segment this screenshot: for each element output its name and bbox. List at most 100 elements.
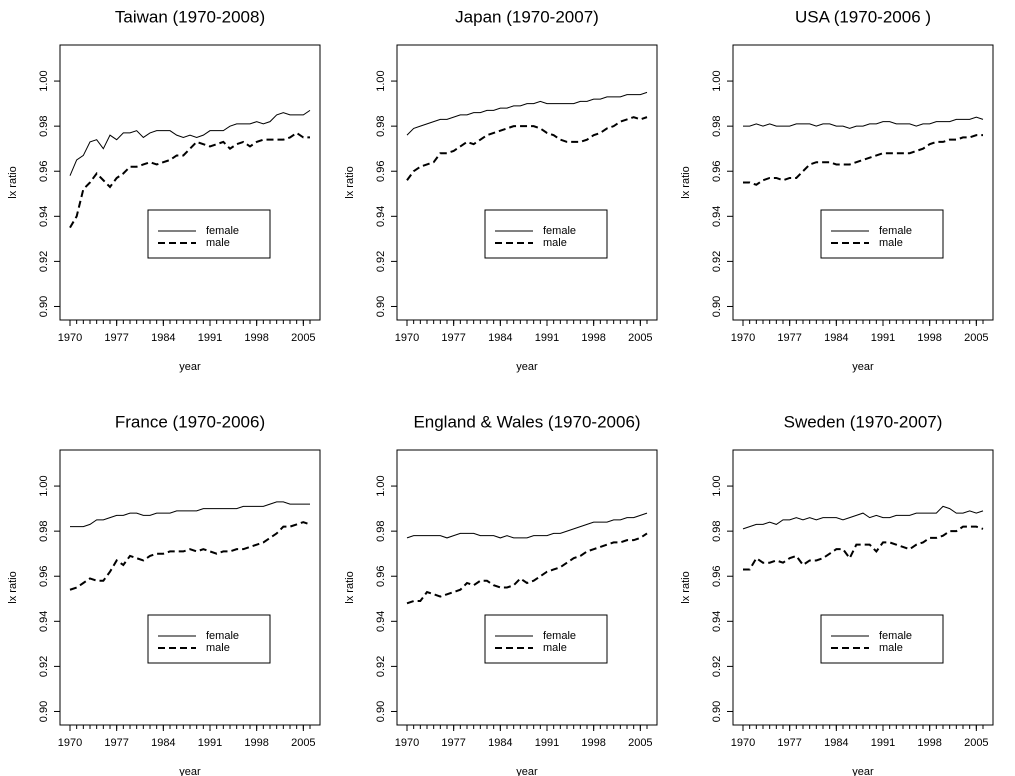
plot-frame (732, 44, 994, 321)
series-line (743, 525, 984, 571)
y-tick-label: 0.92 (375, 251, 387, 272)
series-line (69, 131, 310, 229)
y-tick-label: 0.98 (711, 520, 723, 541)
legend-box (484, 209, 608, 259)
y-tick-label: 0.90 (375, 296, 387, 317)
y-tick-label: 0.96 (375, 161, 387, 182)
x-tick-label: 1991 (535, 332, 559, 344)
x-tick-label: 1977 (777, 737, 801, 749)
y-tick-label: 0.98 (375, 115, 387, 136)
y-tick-label: 0.92 (711, 656, 723, 677)
x-tick-label: 2005 (628, 332, 652, 344)
x-tick-label: 2005 (964, 737, 988, 749)
series-line (406, 532, 648, 605)
series-line (70, 501, 310, 528)
y-tick-label: 0.94 (375, 611, 387, 632)
panel-title: Sweden (1970-2007) (784, 412, 943, 431)
x-tick-label: 2005 (628, 737, 652, 749)
y-axis-label: lx ratio (7, 571, 19, 603)
x-tick-label: 1998 (917, 737, 941, 749)
x-tick-label: 1998 (917, 332, 941, 344)
x-tick-label: 2005 (964, 332, 988, 344)
x-axis-label: year (852, 766, 874, 776)
x-tick-label: 2005 (291, 332, 315, 344)
x-tick-label: 1977 (104, 737, 128, 749)
x-tick-label: 1991 (871, 332, 895, 344)
panel: England & Wales (1970-2006) 0.90 0.92 0.94 0… (344, 412, 658, 776)
legend-label: female (879, 630, 912, 642)
y-tick-label: 0.98 (375, 520, 387, 541)
y-tick-label: 1.00 (38, 475, 50, 496)
legend-label: male (206, 237, 230, 249)
y-tick-label: 0.96 (375, 566, 387, 587)
x-tick-label: 1991 (535, 737, 559, 749)
series-line (743, 134, 983, 186)
y-tick-label: 1.00 (375, 475, 387, 496)
plot-frame (396, 449, 658, 726)
x-axis-label: year (179, 361, 201, 373)
y-tick-label: 1.00 (711, 475, 723, 496)
panel-title: England & Wales (1970-2006) (413, 412, 640, 431)
x-tick-label: 1984 (824, 737, 848, 749)
x-tick-label: 1984 (151, 737, 175, 749)
y-tick-label: 0.98 (38, 115, 50, 136)
x-tick-label: 1991 (198, 737, 222, 749)
panel: Sweden (1970-2007) 0.90 0.92 0.94 0.96 0.98 1.… (680, 412, 994, 776)
y-axis-label: lx ratio (344, 166, 356, 198)
panel-title: France (1970-2006) (115, 412, 265, 431)
x-tick-label: 1977 (441, 332, 465, 344)
panel-title: USA (1970-2006 ) (795, 7, 931, 26)
panel: France (1970-2006) 0.90 0.92 0.94 0.96 0.98 1.… (7, 412, 321, 776)
series-line (406, 91, 648, 136)
x-tick-label: 1984 (151, 332, 175, 344)
series-line (743, 116, 984, 129)
series-line (406, 512, 648, 539)
y-tick-label: 0.94 (711, 206, 723, 227)
legend-box (484, 614, 608, 664)
y-tick-label: 0.96 (711, 161, 723, 182)
y-tick-label: 0.90 (375, 701, 387, 722)
x-tick-label: 1998 (581, 737, 605, 749)
y-tick-label: 0.90 (711, 296, 723, 317)
y-tick-label: 0.94 (711, 611, 723, 632)
x-tick-label: 1991 (871, 737, 895, 749)
y-axis-label: lx ratio (680, 571, 692, 603)
y-tick-label: 1.00 (711, 70, 723, 91)
series-line (69, 109, 311, 176)
legend-label: male (879, 237, 903, 249)
legend-label: male (879, 642, 903, 654)
y-tick-label: 0.92 (375, 656, 387, 677)
legend-box (147, 614, 271, 664)
y-tick-label: 0.92 (38, 656, 50, 677)
x-tick-label: 1984 (488, 737, 512, 749)
legend-label: male (543, 642, 567, 654)
series-line (69, 521, 311, 591)
y-tick-label: 0.98 (38, 520, 50, 541)
y-tick-label: 0.96 (711, 566, 723, 587)
x-tick-label: 1998 (244, 737, 268, 749)
plot-frame (59, 44, 321, 321)
x-tick-label: 1970 (395, 737, 419, 749)
y-tick-label: 0.94 (375, 206, 387, 227)
x-axis-label: year (516, 361, 538, 373)
x-axis-label: year (179, 766, 201, 776)
x-tick-label: 1984 (488, 332, 512, 344)
panel: Japan (1970-2007) 0.90 0.92 0.94 0.96 0.98 1.0… (344, 7, 658, 373)
y-axis-label: lx ratio (7, 166, 19, 198)
y-tick-label: 0.94 (38, 206, 50, 227)
y-axis-label: lx ratio (344, 571, 356, 603)
x-tick-label: 1970 (731, 332, 755, 344)
x-tick-label: 1991 (198, 332, 222, 344)
y-tick-label: 0.90 (38, 701, 50, 722)
legend-label: male (206, 642, 230, 654)
y-tick-label: 0.94 (38, 611, 50, 632)
y-tick-label: 0.90 (711, 701, 723, 722)
legend-box (820, 614, 944, 664)
y-axis-label: lx ratio (680, 166, 692, 198)
y-tick-label: 1.00 (375, 70, 387, 91)
y-tick-label: 1.00 (38, 70, 50, 91)
y-tick-label: 0.92 (711, 251, 723, 272)
x-tick-label: 1998 (244, 332, 268, 344)
